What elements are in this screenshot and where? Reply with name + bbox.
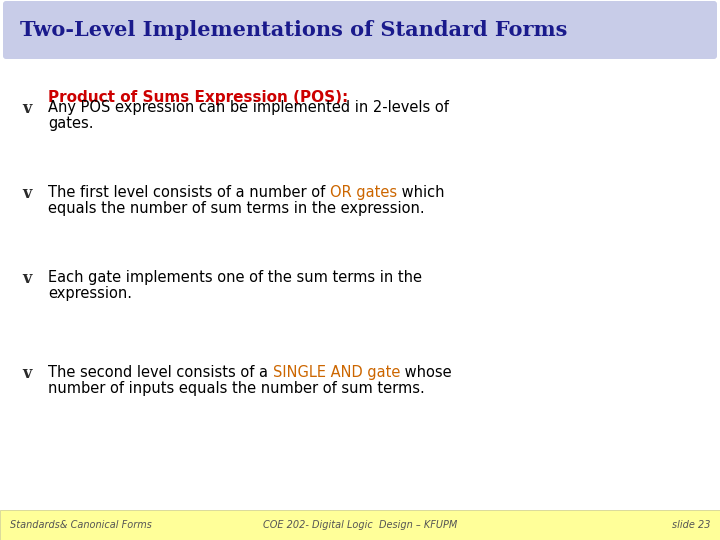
Text: Two-Level Implementations of Standard Forms: Two-Level Implementations of Standard Fo… [20,20,567,40]
Text: gates.: gates. [48,116,94,131]
Text: equals the number of sum terms in the expression.: equals the number of sum terms in the ex… [48,201,425,216]
Text: OR gates: OR gates [330,185,397,200]
Text: Any POS expression can be implemented in 2-levels of: Any POS expression can be implemented in… [48,100,449,115]
Text: Each gate implements one of the sum terms in the: Each gate implements one of the sum term… [48,270,422,285]
Text: whose: whose [400,365,451,380]
Text: v: v [22,365,32,382]
Text: SINGLE AND gate: SINGLE AND gate [273,365,400,380]
Text: expression.: expression. [48,286,132,301]
Text: v: v [22,100,32,117]
FancyBboxPatch shape [0,510,720,540]
FancyBboxPatch shape [3,1,717,59]
Text: which: which [397,185,444,200]
Text: COE 202- Digital Logic  Design – KFUPM: COE 202- Digital Logic Design – KFUPM [263,520,457,530]
Text: slide 23: slide 23 [672,520,710,530]
Text: v: v [22,270,32,287]
Text: Standards& Canonical Forms: Standards& Canonical Forms [10,520,152,530]
Text: The first level consists of a number of: The first level consists of a number of [48,185,330,200]
Text: The second level consists of a: The second level consists of a [48,365,273,380]
Text: Product of Sums Expression (POS):: Product of Sums Expression (POS): [48,90,348,105]
Text: number of inputs equals the number of sum terms.: number of inputs equals the number of su… [48,381,425,396]
Text: v: v [22,185,32,202]
